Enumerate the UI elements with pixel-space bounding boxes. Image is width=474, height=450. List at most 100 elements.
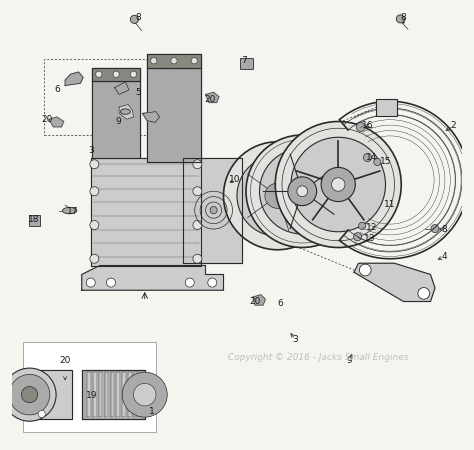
Circle shape <box>122 372 167 417</box>
Circle shape <box>321 167 356 202</box>
Text: 17: 17 <box>67 207 79 216</box>
Polygon shape <box>49 117 64 127</box>
Circle shape <box>193 187 202 196</box>
Polygon shape <box>65 72 83 86</box>
Circle shape <box>374 158 381 166</box>
Polygon shape <box>87 372 91 417</box>
Circle shape <box>418 288 429 299</box>
Polygon shape <box>122 372 126 417</box>
Circle shape <box>130 71 137 77</box>
Text: 15: 15 <box>380 158 391 166</box>
Circle shape <box>265 183 290 208</box>
Circle shape <box>331 178 345 191</box>
Text: Copyright © 2016 - Jacks Small Engines: Copyright © 2016 - Jacks Small Engines <box>228 353 408 362</box>
Polygon shape <box>183 158 241 263</box>
Circle shape <box>21 387 37 403</box>
Polygon shape <box>91 158 201 266</box>
Circle shape <box>297 186 308 197</box>
Circle shape <box>3 368 56 421</box>
Polygon shape <box>119 104 134 119</box>
Text: 8: 8 <box>135 14 141 22</box>
Text: 11: 11 <box>384 200 396 209</box>
Text: 1: 1 <box>149 407 155 416</box>
Polygon shape <box>92 68 140 81</box>
Circle shape <box>364 153 372 162</box>
Circle shape <box>237 155 318 236</box>
Polygon shape <box>82 370 145 419</box>
Text: 14: 14 <box>366 153 378 162</box>
Circle shape <box>130 15 138 23</box>
Text: 8: 8 <box>441 225 447 234</box>
Circle shape <box>9 374 50 415</box>
Ellipse shape <box>63 207 77 214</box>
Text: 4: 4 <box>441 252 447 261</box>
Polygon shape <box>110 372 114 417</box>
Polygon shape <box>115 82 129 94</box>
Circle shape <box>208 278 217 287</box>
FancyBboxPatch shape <box>375 99 397 116</box>
Circle shape <box>90 220 99 230</box>
Text: 19: 19 <box>86 392 98 400</box>
Text: 18: 18 <box>28 215 39 224</box>
Text: 16: 16 <box>362 122 373 130</box>
Circle shape <box>259 148 345 234</box>
Polygon shape <box>134 372 137 417</box>
Polygon shape <box>128 372 132 417</box>
Text: 9: 9 <box>115 117 120 126</box>
Text: 5: 5 <box>135 88 141 97</box>
Circle shape <box>107 278 116 287</box>
Text: 8: 8 <box>401 14 406 22</box>
Text: 20: 20 <box>249 297 261 306</box>
Circle shape <box>171 58 177 64</box>
Circle shape <box>86 278 95 287</box>
Text: 12: 12 <box>366 223 378 232</box>
Circle shape <box>210 207 217 214</box>
Circle shape <box>359 264 371 276</box>
Circle shape <box>288 177 317 206</box>
Circle shape <box>185 278 194 287</box>
Polygon shape <box>99 372 102 417</box>
Circle shape <box>151 58 157 64</box>
Text: 20: 20 <box>59 356 71 365</box>
Circle shape <box>193 220 202 230</box>
Circle shape <box>193 254 202 263</box>
Text: 13: 13 <box>364 234 375 243</box>
Circle shape <box>134 383 156 406</box>
Polygon shape <box>117 372 120 417</box>
Text: 20: 20 <box>41 115 53 124</box>
Circle shape <box>90 160 99 169</box>
Ellipse shape <box>120 109 130 114</box>
Polygon shape <box>29 370 72 419</box>
Polygon shape <box>143 112 160 122</box>
Circle shape <box>356 122 365 131</box>
Polygon shape <box>253 295 265 305</box>
Polygon shape <box>354 263 435 302</box>
Text: 2: 2 <box>450 122 456 130</box>
Text: 6: 6 <box>277 299 283 308</box>
Polygon shape <box>93 372 97 417</box>
Circle shape <box>396 15 404 23</box>
FancyBboxPatch shape <box>29 215 40 226</box>
Circle shape <box>358 222 366 230</box>
Circle shape <box>431 225 439 233</box>
Circle shape <box>291 137 385 232</box>
Circle shape <box>90 254 99 263</box>
Polygon shape <box>82 266 224 290</box>
Text: 6: 6 <box>54 86 60 94</box>
Circle shape <box>90 187 99 196</box>
Text: 7: 7 <box>241 56 246 65</box>
Circle shape <box>246 135 358 248</box>
Circle shape <box>224 142 331 250</box>
FancyBboxPatch shape <box>240 58 253 69</box>
Polygon shape <box>92 81 140 158</box>
Circle shape <box>354 233 362 241</box>
Text: 20: 20 <box>204 94 216 104</box>
Circle shape <box>275 122 401 248</box>
Circle shape <box>113 71 119 77</box>
Circle shape <box>38 410 46 418</box>
Circle shape <box>96 71 102 77</box>
FancyBboxPatch shape <box>23 342 156 432</box>
Text: 3: 3 <box>88 146 94 155</box>
Polygon shape <box>147 68 201 162</box>
Polygon shape <box>206 92 219 103</box>
